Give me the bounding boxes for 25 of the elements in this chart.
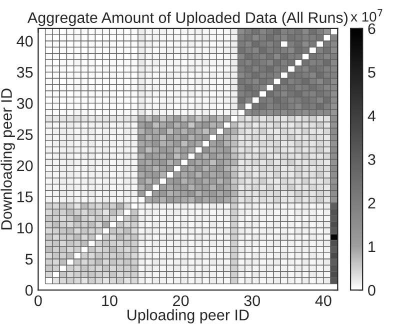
y-tick-label: 20: [17, 160, 33, 172]
y-tick-label: 30: [16, 98, 33, 109]
x-tick-label: 10: [102, 295, 118, 306]
text: x 10$^{7}$: [350, 9, 382, 22]
x-tick-label: 0: [34, 295, 42, 306]
color-bar-label: 3: [368, 154, 376, 165]
y-tick-label: 5: [25, 254, 33, 265]
y-axis-title: Downloading peer ID: [0, 88, 15, 230]
y-tick-label: 0: [25, 284, 33, 296]
color-bar-label: 4: [368, 110, 376, 122]
y-tick-label: 35: [16, 66, 33, 78]
x-tick-label: 30: [244, 295, 260, 306]
chart-title: Aggregate Amount of Uploaded Data (All Runs): [27, 12, 348, 26]
color-bar-label: 0: [368, 284, 376, 296]
color-bar-label: 5: [368, 67, 376, 78]
y-tick-label: 25: [17, 129, 33, 140]
color-bar-label: 6: [368, 23, 376, 34]
y-tick-label: 10: [18, 222, 33, 234]
color-bar-label: 1: [368, 241, 376, 252]
color-bar-label: 2: [368, 198, 376, 208]
y-tick-label: 15: [18, 192, 33, 202]
x-axis-title: Uploading peer ID: [128, 309, 249, 324]
y-tick-label: 40: [16, 36, 33, 47]
x-tick-label: 20: [173, 295, 189, 306]
x-tick-label: 40: [315, 295, 332, 306]
